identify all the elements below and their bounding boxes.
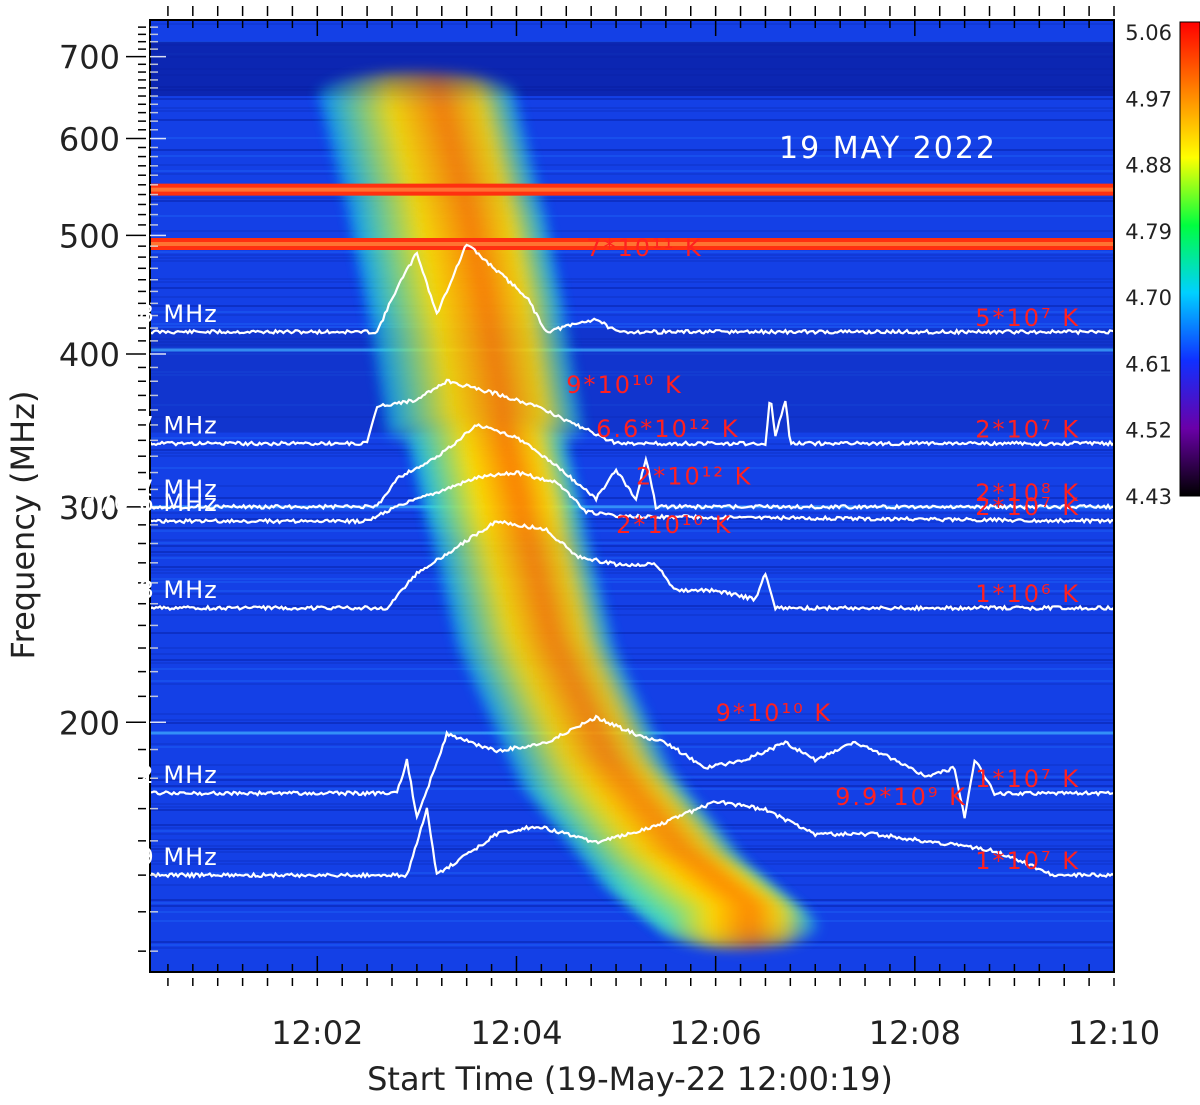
colorbar-tick-label: 4.61: [1125, 352, 1172, 376]
x-tick-label: 12:02: [271, 1014, 363, 1052]
x-tick-label: 12:10: [1068, 1014, 1160, 1052]
series-peak-temperature-label: 9*10¹⁰ K: [566, 371, 682, 399]
light-curve-line: [150, 519, 1114, 612]
series-peak-temperature-label: 2*10¹⁰ K: [616, 511, 732, 539]
y-tick-label: 600: [59, 121, 120, 159]
y-tick-label: 700: [59, 39, 120, 77]
series-frequency-label: 327 MHz: [106, 411, 218, 439]
light-curve-line: [150, 799, 1114, 879]
y-tick-label: 400: [59, 336, 120, 374]
colorbar-tick-label: 4.97: [1125, 87, 1172, 111]
series-frequency-label: 408 MHz: [106, 300, 218, 328]
light-curve-line: [150, 423, 1114, 511]
series-peak-temperature-label: 2*10¹² K: [636, 463, 752, 491]
colorbar-scale: [1179, 21, 1200, 497]
x-tick-label: 12:08: [869, 1014, 961, 1052]
series-scale-label: 2*10⁷ K: [975, 415, 1080, 443]
series-frequency-label: 173.2 MHz: [81, 761, 218, 789]
y-tick-label: 300: [59, 489, 120, 527]
colorbar-tick-label: 4.79: [1125, 220, 1172, 244]
series-scale-label: 2*10⁸ K: [975, 479, 1080, 507]
series-peak-temperature-label: 7*10¹¹ K: [586, 234, 702, 262]
series-peak-temperature-label: 6.6*10¹² K: [596, 415, 739, 443]
y-tick-label: 200: [59, 704, 120, 742]
series-scale-label: 2*10⁷ K: [975, 493, 1080, 521]
colorbar-tick-label: 4.43: [1125, 485, 1172, 509]
plot-frame: [149, 19, 1115, 973]
light-curve-line: [150, 470, 1114, 525]
x-tick-label: 12:04: [470, 1014, 562, 1052]
chart-title: 19 MAY 2022: [779, 131, 997, 166]
series-peak-temperature-label: 9*10¹⁰ K: [716, 699, 832, 727]
colorbar-tick-label: 4.88: [1125, 154, 1172, 178]
series-scale-label: 5*10⁷ K: [975, 304, 1080, 332]
series-scale-label: 1*10⁶ K: [975, 580, 1080, 608]
x-tick-label: 12:06: [670, 1014, 762, 1052]
radio-burst-emission: [316, 72, 819, 950]
series-frequency-label: 150.9 MHz: [81, 843, 218, 871]
series-frequency-label: 270.6 MHz: [81, 489, 218, 517]
x-axis-label: Start Time (19-May-22 12:00:19): [367, 1060, 893, 1098]
light-curve-line: [150, 243, 1114, 336]
light-curve-line: [150, 714, 1114, 821]
light-curve-line: [150, 378, 1114, 447]
y-tick-label: 500: [59, 217, 120, 255]
y-axis-label: Frequency (MHz): [4, 391, 42, 660]
series-scale-label: 1*10⁷ K: [975, 765, 1080, 793]
colorbar: 5.06 4.97 4.88 4.79 4.70 4.61 4.52 4.43: [1125, 21, 1200, 509]
spectrum-plot-area: [150, 20, 1114, 972]
colorbar-tick-label: 5.06: [1125, 21, 1172, 45]
colorbar-tick-label: 4.70: [1125, 286, 1172, 310]
series-peak-temperature-label: 9.9*10⁹ K: [835, 783, 967, 811]
series-frequency-label: 298.7 MHz: [81, 475, 218, 503]
colorbar-tick-label: 4.52: [1125, 419, 1172, 443]
series-scale-label: 1*10⁷ K: [975, 847, 1080, 875]
series-frequency-label: 228 MHz: [106, 576, 218, 604]
